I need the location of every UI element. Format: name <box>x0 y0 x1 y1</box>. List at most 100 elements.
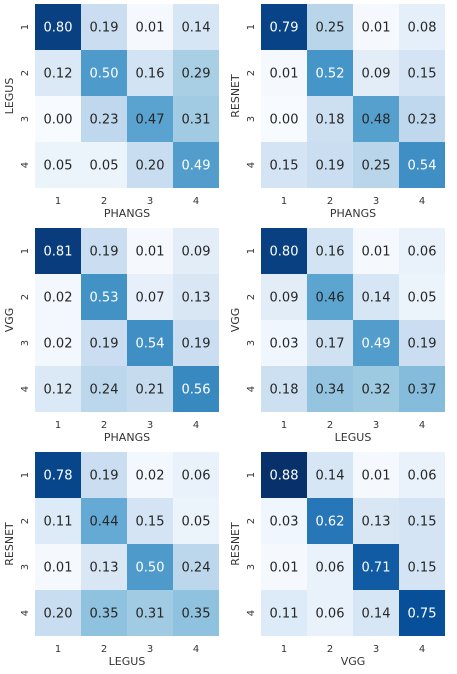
panel-5-cell-r2-c2 <box>81 498 127 544</box>
panel-3-cell-r3-c2 <box>81 320 127 366</box>
panel-6-cell-r3-c3 <box>353 544 399 590</box>
panel-5-cell-r2-c4 <box>173 498 219 544</box>
panel-6-value-r2-c4: 0.15 <box>408 515 437 530</box>
panel-5-y-tick-2: 2 <box>20 518 31 524</box>
panel-2-y-tick-3: 3 <box>246 116 257 122</box>
panel-5-cell-r3-c2 <box>81 544 127 590</box>
panel-2-value-r2-c2: 0.52 <box>316 67 345 82</box>
panel-3-value-r1-c1: 0.81 <box>44 245 73 260</box>
panel-6-value-r3-c2: 0.06 <box>316 561 345 576</box>
panel-5-value-r4-c1: 0.20 <box>44 607 73 622</box>
panel-3-cell-r4-c1 <box>35 366 81 412</box>
panel-3-x-tick-2: 2 <box>101 420 107 431</box>
panel-1-y-tick-4: 4 <box>20 162 31 168</box>
panel-4-value-r2-c2: 0.46 <box>316 291 345 306</box>
panel-1-value-r1-c1: 0.80 <box>44 21 73 36</box>
panel-1-cell-r4-c4 <box>173 142 219 188</box>
panel-4-cell-r1-c3 <box>353 228 399 274</box>
panel-4-cell-r2-c2 <box>307 274 353 320</box>
panel-1-value-r2-c3: 0.16 <box>136 67 165 82</box>
panel-6-value-r4-c3: 0.14 <box>362 607 391 622</box>
panel-4-cell-r2-c1 <box>261 274 307 320</box>
panel-5-value-r2-c1: 0.11 <box>44 515 73 530</box>
panel-4-cell-r2-c3 <box>353 274 399 320</box>
panel-3-cell-r2-c4 <box>173 274 219 320</box>
panel-6-cell-r1-c2 <box>307 452 353 498</box>
panel-4-cell-r4-c4 <box>399 366 445 412</box>
panel-1-y-axis-label: LEGUS <box>3 78 16 115</box>
panel-2-y-tick-2: 2 <box>246 70 257 76</box>
panel-6-value-r1-c3: 0.01 <box>362 469 391 484</box>
panel-4-y-tick-4: 4 <box>246 386 257 392</box>
panel-1-value-r1-c3: 0.01 <box>136 21 165 36</box>
panel-2-y-axis-label: RESNET <box>229 74 242 118</box>
panel-2-cell-r3-c3 <box>353 96 399 142</box>
panel-5-value-r3-c1: 0.01 <box>44 561 73 576</box>
panel-2-x-axis-label: PHANGS <box>330 207 376 220</box>
panel-5-cell-r4-c4 <box>173 590 219 636</box>
panel-6-value-r2-c2: 0.62 <box>316 515 345 530</box>
panel-6-value-r4-c1: 0.11 <box>270 607 299 622</box>
panel-1-x-tick-3: 3 <box>147 196 153 207</box>
panel-5-y-tick-3: 3 <box>20 564 31 570</box>
panel-4-cell-r2-c4 <box>399 274 445 320</box>
panel-2-value-r3-c1: 0.00 <box>270 113 299 128</box>
panel-4-cell-r3-c4 <box>399 320 445 366</box>
panel-4-y-axis-label: VGG <box>229 308 242 333</box>
panel-6-x-tick-1: 1 <box>281 644 287 655</box>
panel-1-value-r4-c4: 0.49 <box>182 159 211 174</box>
panel-3-cell-r1-c1 <box>35 228 81 274</box>
panel-1-cell-r3-c4 <box>173 96 219 142</box>
panel-4-value-r4-c3: 0.32 <box>362 383 391 398</box>
panel-6-cell-r3-c2 <box>307 544 353 590</box>
panel-6-cell-r4-c2 <box>307 590 353 636</box>
panel-4-x-tick-4: 4 <box>419 420 425 431</box>
panel-3-cell-r4-c3 <box>127 366 173 412</box>
panel-4-cell-r4-c2 <box>307 366 353 412</box>
panel-2-x-tick-1: 1 <box>281 196 287 207</box>
panel-6-value-r3-c4: 0.15 <box>408 561 437 576</box>
panel-4-y-tick-1: 1 <box>246 248 257 254</box>
panel-5-cell-r2-c3 <box>127 498 173 544</box>
panel-3-cell-r4-c2 <box>81 366 127 412</box>
panel-6-x-axis-label: VGG <box>341 655 366 668</box>
panel-1-value-r3-c1: 0.00 <box>44 113 73 128</box>
panel-5-value-r1-c2: 0.19 <box>90 469 119 484</box>
panel-5-cell-r2-c1 <box>35 498 81 544</box>
panel-3-x-tick-1: 1 <box>55 420 61 431</box>
panel-3-cell-r4-c4 <box>173 366 219 412</box>
panel-2-x-tick-3: 3 <box>373 196 379 207</box>
panel-3-cell-r3-c1 <box>35 320 81 366</box>
panel-5-value-r4-c4: 0.35 <box>182 607 211 622</box>
panel-2-cell-r2-c4 <box>399 50 445 96</box>
panel-1-value-r4-c1: 0.05 <box>44 159 73 174</box>
panel-6-cell-r3-c4 <box>399 544 445 590</box>
panel-1-cell-r2-c4 <box>173 50 219 96</box>
panel-4-value-r2-c4: 0.05 <box>408 291 437 306</box>
panel-3-cell-r2-c3 <box>127 274 173 320</box>
panel-4-cell-r4-c3 <box>353 366 399 412</box>
panel-3-value-r2-c4: 0.13 <box>182 291 211 306</box>
panel-4-value-r2-c1: 0.09 <box>270 291 299 306</box>
panel-2-x-tick-4: 4 <box>419 196 425 207</box>
panel-5-value-r1-c3: 0.02 <box>136 469 165 484</box>
panel-1-x-axis-label: PHANGS <box>104 207 150 220</box>
panel-5-y-axis-label: RESNET <box>3 522 16 566</box>
panel-2-cell-r4-c2 <box>307 142 353 188</box>
panel-4-value-r4-c2: 0.34 <box>316 383 345 398</box>
panel-6-cell-r2-c2 <box>307 498 353 544</box>
panel-4-value-r3-c3: 0.49 <box>362 337 391 352</box>
panel-3-y-tick-2: 2 <box>20 294 31 300</box>
panel-1-y-tick-1: 1 <box>20 24 31 30</box>
panel-6-value-r4-c2: 0.06 <box>316 607 345 622</box>
panel-2-x-tick-2: 2 <box>327 196 333 207</box>
panel-3-y-tick-3: 3 <box>20 340 31 346</box>
panel-3-y-axis-label: VGG <box>3 308 16 333</box>
panel-4-x-tick-1: 1 <box>281 420 287 431</box>
panel-2-value-r3-c2: 0.18 <box>316 113 345 128</box>
panel-5-value-r2-c3: 0.15 <box>136 515 165 530</box>
panel-5-cell-r1-c1 <box>35 452 81 498</box>
panel-5-value-r1-c1: 0.78 <box>44 469 73 484</box>
panel-3-value-r4-c3: 0.21 <box>136 383 165 398</box>
